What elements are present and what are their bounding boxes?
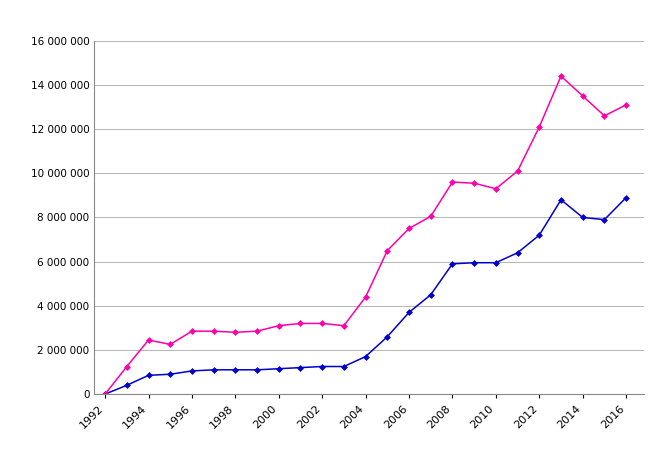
Infractions traitées: [253, 367, 261, 372]
Infractions traitées: [384, 334, 391, 339]
Points retirés: [210, 328, 218, 334]
Points retirés: [448, 179, 456, 185]
Infractions traitées: [405, 310, 413, 315]
Points retirés: [557, 73, 565, 79]
Line: Points retirés: Points retirés: [103, 74, 628, 396]
Points retirés: [144, 337, 152, 343]
Points retirés: [253, 328, 261, 334]
Infractions traitées: [123, 382, 131, 388]
Points retirés: [622, 102, 630, 107]
Infractions traitées: [361, 354, 369, 359]
Infractions traitées: [448, 261, 456, 266]
Infractions traitées: [427, 292, 435, 298]
Points retirés: [231, 330, 239, 335]
Infractions traitées: [470, 260, 478, 265]
Points retirés: [536, 124, 543, 130]
Infractions traitées: [340, 364, 348, 369]
Infractions traitées: [275, 366, 283, 371]
Infractions traitées: [536, 232, 543, 238]
Points retirés: [405, 226, 413, 231]
Infractions traitées: [166, 371, 174, 377]
Points retirés: [318, 321, 326, 326]
Line: Infractions traitées: Infractions traitées: [103, 196, 628, 396]
Points retirés: [188, 328, 196, 334]
Infractions traitées: [318, 364, 326, 369]
Infractions traitées: [514, 250, 521, 255]
Points retirés: [166, 342, 174, 347]
Points retirés: [384, 248, 391, 253]
Infractions traitées: [231, 367, 239, 372]
Points retirés: [275, 323, 283, 328]
Infractions traitées: [188, 368, 196, 374]
Points retirés: [296, 321, 304, 326]
Points retirés: [578, 93, 586, 99]
Infractions traitées: [601, 217, 608, 222]
Text: © WWW.MOTO-NET.COM - LE JOURNAL MOTO DU NET: © WWW.MOTO-NET.COM - LE JOURNAL MOTO DU …: [148, 434, 502, 447]
Infractions traitées: [101, 391, 109, 397]
Points retirés: [123, 364, 131, 369]
Points retirés: [361, 294, 369, 300]
Points retirés: [340, 323, 348, 328]
Infractions traitées: [622, 195, 630, 200]
Infractions traitées: [296, 365, 304, 371]
Infractions traitées: [557, 197, 565, 202]
Infractions traitées: [210, 367, 218, 372]
Infractions traitées: [144, 373, 152, 378]
Points retirés: [514, 169, 521, 174]
Points retirés: [427, 214, 435, 219]
Points retirés: [101, 391, 109, 397]
Points retirés: [601, 113, 608, 119]
Points retirés: [470, 180, 478, 186]
Points retirés: [492, 186, 500, 192]
Infractions traitées: [492, 260, 500, 265]
Infractions traitées: [578, 215, 586, 220]
